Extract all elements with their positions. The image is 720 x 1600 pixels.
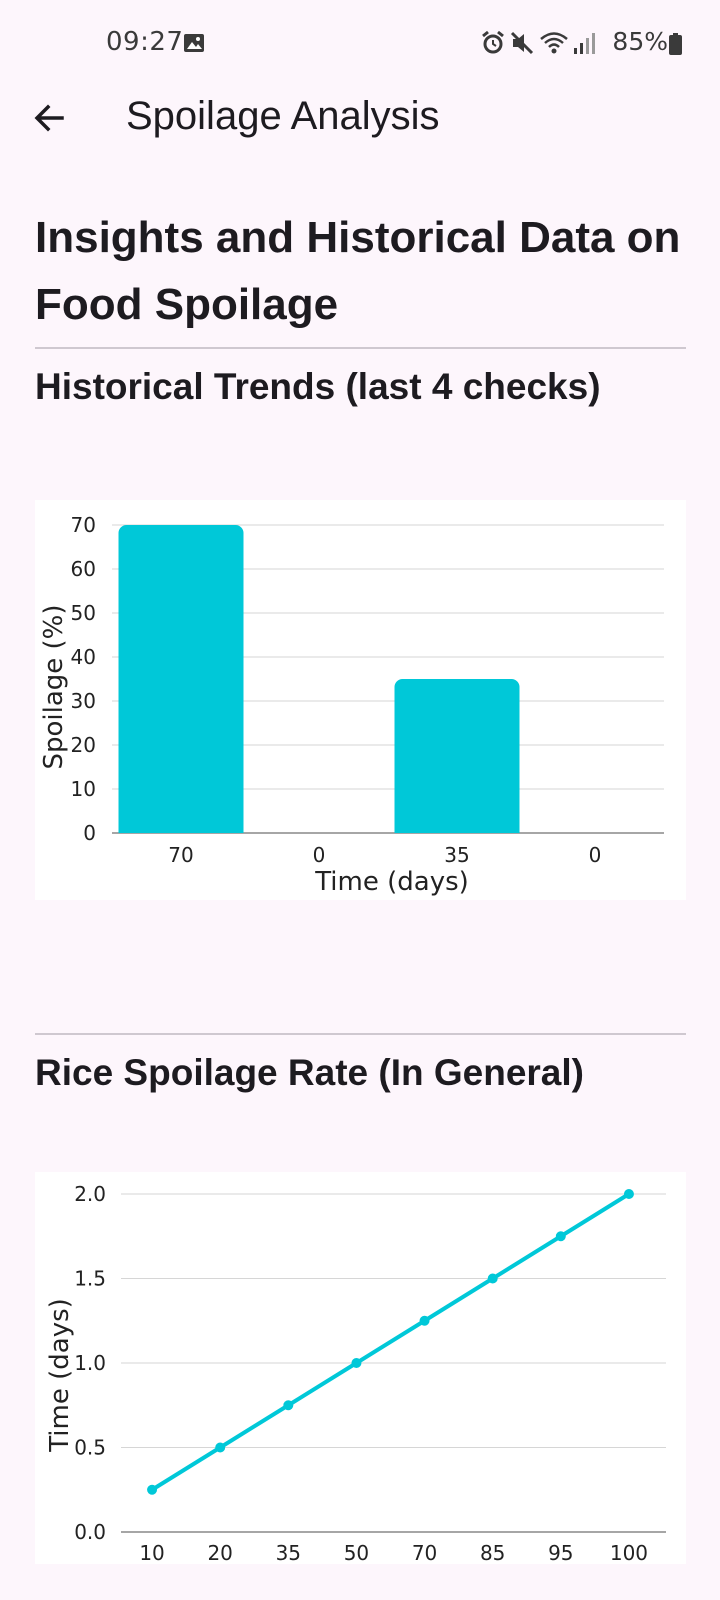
y-tick-label: 60 bbox=[71, 557, 96, 581]
y-tick-label: 40 bbox=[71, 645, 96, 669]
bar-base bbox=[394, 689, 520, 833]
data-point bbox=[283, 1400, 294, 1411]
x-tick-label: 100 bbox=[610, 1541, 648, 1564]
battery-icon bbox=[669, 33, 682, 55]
wifi-icon bbox=[540, 32, 568, 54]
data-point bbox=[555, 1231, 566, 1242]
x-tick-label: 70 bbox=[412, 1541, 437, 1564]
y-tick-label: 0.0 bbox=[74, 1520, 106, 1544]
section-title-rice-spoilage: Rice Spoilage Rate (In General) bbox=[35, 1052, 584, 1093]
y-tick-label: 30 bbox=[71, 689, 96, 713]
signal-icon bbox=[574, 33, 595, 54]
data-point bbox=[419, 1315, 430, 1326]
y-tick-label: 1.5 bbox=[74, 1267, 106, 1291]
data-point bbox=[623, 1189, 634, 1199]
y-tick-label: 20 bbox=[71, 733, 96, 757]
y-axis-label: Time (days) bbox=[45, 1298, 75, 1453]
x-tick-label: 35 bbox=[276, 1541, 301, 1564]
arrow-back-icon[interactable] bbox=[28, 96, 72, 140]
x-tick-label: 50 bbox=[344, 1541, 369, 1564]
y-tick-label: 0 bbox=[83, 821, 96, 845]
y-tick-label: 1.0 bbox=[74, 1351, 106, 1375]
x-tick-label: 85 bbox=[480, 1541, 505, 1564]
alarm-icon bbox=[482, 30, 504, 54]
y-tick-label: 0.5 bbox=[74, 1436, 106, 1460]
mute-icon bbox=[510, 31, 534, 55]
image-icon bbox=[184, 34, 204, 52]
line-chart-svg: 0.0 0.5 1.0 1.5 2.0 10 20 35 50 70 85 95 100 Time (da… bbox=[45, 1182, 666, 1564]
section-title-historical-trends: Historical Trends (last 4 checks) bbox=[35, 366, 601, 407]
divider bbox=[35, 347, 686, 349]
x-tick-label: 70 bbox=[168, 843, 193, 867]
x-axis-label: Time (days) bbox=[314, 867, 469, 897]
status-time: 09:27 bbox=[106, 27, 184, 57]
data-point bbox=[147, 1484, 158, 1495]
series-line bbox=[151, 1192, 630, 1492]
y-tick-label: 10 bbox=[71, 777, 96, 801]
y-axis-label: Spoilage (%) bbox=[39, 604, 69, 769]
divider bbox=[35, 1033, 686, 1035]
data-point bbox=[351, 1358, 362, 1368]
x-tick-label: 95 bbox=[548, 1541, 573, 1564]
x-tick-label: 20 bbox=[207, 1541, 232, 1564]
y-tick-label: 70 bbox=[71, 513, 96, 537]
app-bar-title: Spoilage Analysis bbox=[126, 94, 440, 138]
x-tick-label: 0 bbox=[313, 843, 326, 867]
status-bar: 09:27 85% bbox=[0, 0, 720, 88]
historical-trends-chart: 0 10 20 30 40 50 60 70 70 0 35 0 Time (days) Spoilage… bbox=[35, 500, 686, 900]
battery-percent: 85% bbox=[612, 27, 668, 56]
data-point bbox=[215, 1442, 226, 1453]
page-heading: Insights and Historical Data on Food Spo… bbox=[35, 213, 681, 329]
bar-base bbox=[118, 535, 244, 833]
x-tick-label: 35 bbox=[444, 843, 469, 867]
y-tick-label: 50 bbox=[71, 601, 96, 625]
y-tick-label: 2.0 bbox=[74, 1182, 106, 1206]
data-point bbox=[487, 1273, 498, 1284]
rice-spoilage-chart: 0.0 0.5 1.0 1.5 2.0 10 20 35 50 70 85 95 100 Time (da… bbox=[35, 1172, 686, 1564]
x-tick-label: 10 bbox=[139, 1541, 164, 1564]
x-tick-label: 0 bbox=[589, 843, 602, 867]
